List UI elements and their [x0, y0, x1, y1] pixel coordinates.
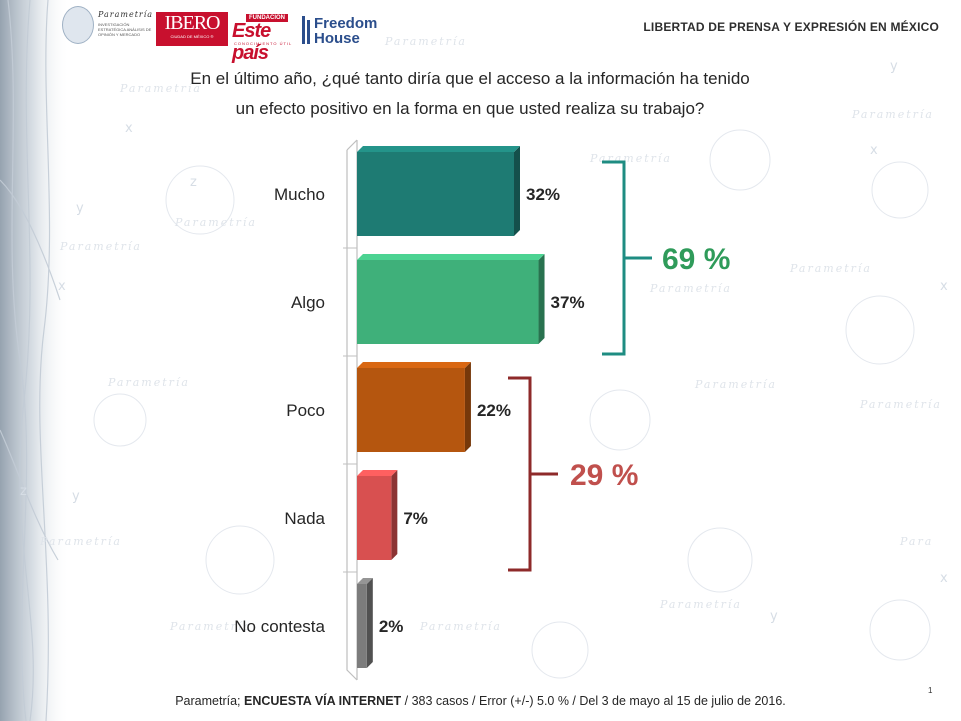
svg-text:z: z: [190, 175, 197, 190]
page-number: 1: [928, 686, 933, 695]
bar-side-5: [366, 578, 373, 668]
category-label: Mucho: [274, 185, 325, 204]
footnote-method: ENCUESTA VÍA INTERNET: [244, 694, 402, 708]
estepais-logo-subtext: CONOCIMIENTO ÚTIL: [234, 41, 293, 46]
parametria-emblem-icon: [62, 6, 94, 44]
source-footnote: Parametría; ENCUESTA VÍA INTERNET / 383 …: [0, 694, 961, 708]
estepais-fundacion-label: FUNDACIÓN: [246, 14, 288, 22]
svg-text:Parametría: Parametría: [384, 35, 467, 48]
ibero-logo-subtext: CIUDAD DE MÉXICO ®: [170, 34, 214, 39]
svg-text:x: x: [58, 279, 66, 294]
svg-text:Parametría: Parametría: [419, 620, 502, 633]
bar-side-3: [464, 362, 471, 452]
value-label: 7%: [403, 509, 428, 528]
parametria-logo-tagline: INVESTIGACIÓN ESTRATÉGICA ANÁLISIS DE OP…: [98, 22, 152, 37]
ibero-logo: IBERO CIUDAD DE MÉXICO ®: [156, 12, 228, 46]
estepais-logo-text: Este país: [232, 20, 271, 64]
group-bracket: [508, 376, 532, 572]
bar-top-1: [357, 146, 520, 152]
footnote-details: / 383 casos / Error (+/-) 5.0 % / Del 3 …: [401, 694, 786, 708]
category-label: No contesta: [234, 617, 325, 636]
group-total-label: 69 %: [662, 243, 730, 276]
svg-text:x: x: [940, 571, 948, 586]
bar-poco: [357, 368, 465, 452]
header-bar: Parametría INVESTIGACIÓN ESTRATÉGICA ANÁ…: [0, 0, 961, 64]
svg-text:Parametría: Parametría: [107, 376, 190, 389]
estepais-logo: FUNDACIÓN Este país CONOCIMIENTO ÚTIL: [232, 14, 300, 64]
parametria-logo: Parametría INVESTIGACIÓN ESTRATÉGICA ANÁ…: [62, 4, 154, 48]
bar-top-3: [357, 362, 471, 368]
bar-side-2: [538, 254, 545, 344]
freedom-house-logo: Freedom House: [302, 14, 386, 48]
freedom-house-mark-icon: [302, 16, 310, 44]
survey-question: En el último año, ¿qué tanto diría que e…: [140, 64, 800, 124]
svg-text:Parametría: Parametría: [169, 620, 252, 633]
value-label: 37%: [551, 293, 585, 312]
bar-mucho: [357, 152, 514, 236]
svg-text:Parametría: Parametría: [59, 240, 142, 253]
chart-axis-top: [346, 139, 358, 151]
category-label: Poco: [286, 401, 325, 420]
page-header-title: LIBERTAD DE PRENSA Y EXPRESIÓN EN MÉXICO: [643, 20, 939, 34]
svg-text:x: x: [940, 279, 948, 294]
ibero-logo-text: IBERO: [164, 12, 221, 34]
svg-text:y: y: [72, 489, 80, 504]
group-bracket: [602, 160, 626, 356]
svg-text:z: z: [20, 484, 27, 499]
svg-text:Parametría: Parametría: [649, 282, 732, 295]
value-label: 32%: [526, 185, 560, 204]
category-label: Nada: [284, 509, 325, 528]
value-label: 22%: [477, 401, 511, 420]
survey-question-line2: un efecto positivo en la forma en que us…: [235, 99, 705, 118]
survey-question-line1: En el último año, ¿qué tanto diría que e…: [190, 69, 750, 88]
bar-algo: [357, 260, 539, 344]
bar-no-contesta: [357, 584, 367, 668]
footnote-source: Parametría;: [175, 694, 244, 708]
svg-text:Parametría: Parametría: [174, 216, 257, 229]
group-total-label: 29 %: [570, 459, 638, 492]
svg-text:Parametría: Parametría: [859, 398, 942, 411]
bar-top-5: [357, 578, 373, 584]
bar-side-1: [514, 146, 520, 236]
value-label: 2%: [379, 617, 404, 636]
bar-side-4: [391, 470, 398, 560]
bar-nada: [357, 476, 392, 560]
bar-top-4: [357, 470, 398, 476]
svg-text:Parametría: Parametría: [694, 378, 777, 391]
parametria-logo-name: Parametría: [98, 10, 154, 19]
svg-text:Parametría: Parametría: [119, 82, 202, 95]
svg-text:Para: Para: [899, 535, 933, 548]
svg-text:y: y: [890, 59, 898, 74]
svg-text:x: x: [125, 121, 133, 136]
freedom-house-line2: House: [314, 30, 360, 47]
svg-text:Parametría: Parametría: [659, 598, 742, 611]
chart-axis-line: [346, 150, 358, 681]
freedom-house-line1: Freedom: [314, 15, 378, 32]
svg-text:Parametría: Parametría: [851, 108, 934, 121]
svg-text:y: y: [770, 609, 778, 624]
svg-text:y: y: [76, 201, 84, 216]
svg-text:Parametría: Parametría: [39, 535, 122, 548]
bar-top-2: [357, 254, 545, 260]
category-label: Algo: [291, 293, 325, 312]
svg-text:Parametría: Parametría: [789, 262, 872, 275]
svg-text:x: x: [870, 143, 878, 158]
